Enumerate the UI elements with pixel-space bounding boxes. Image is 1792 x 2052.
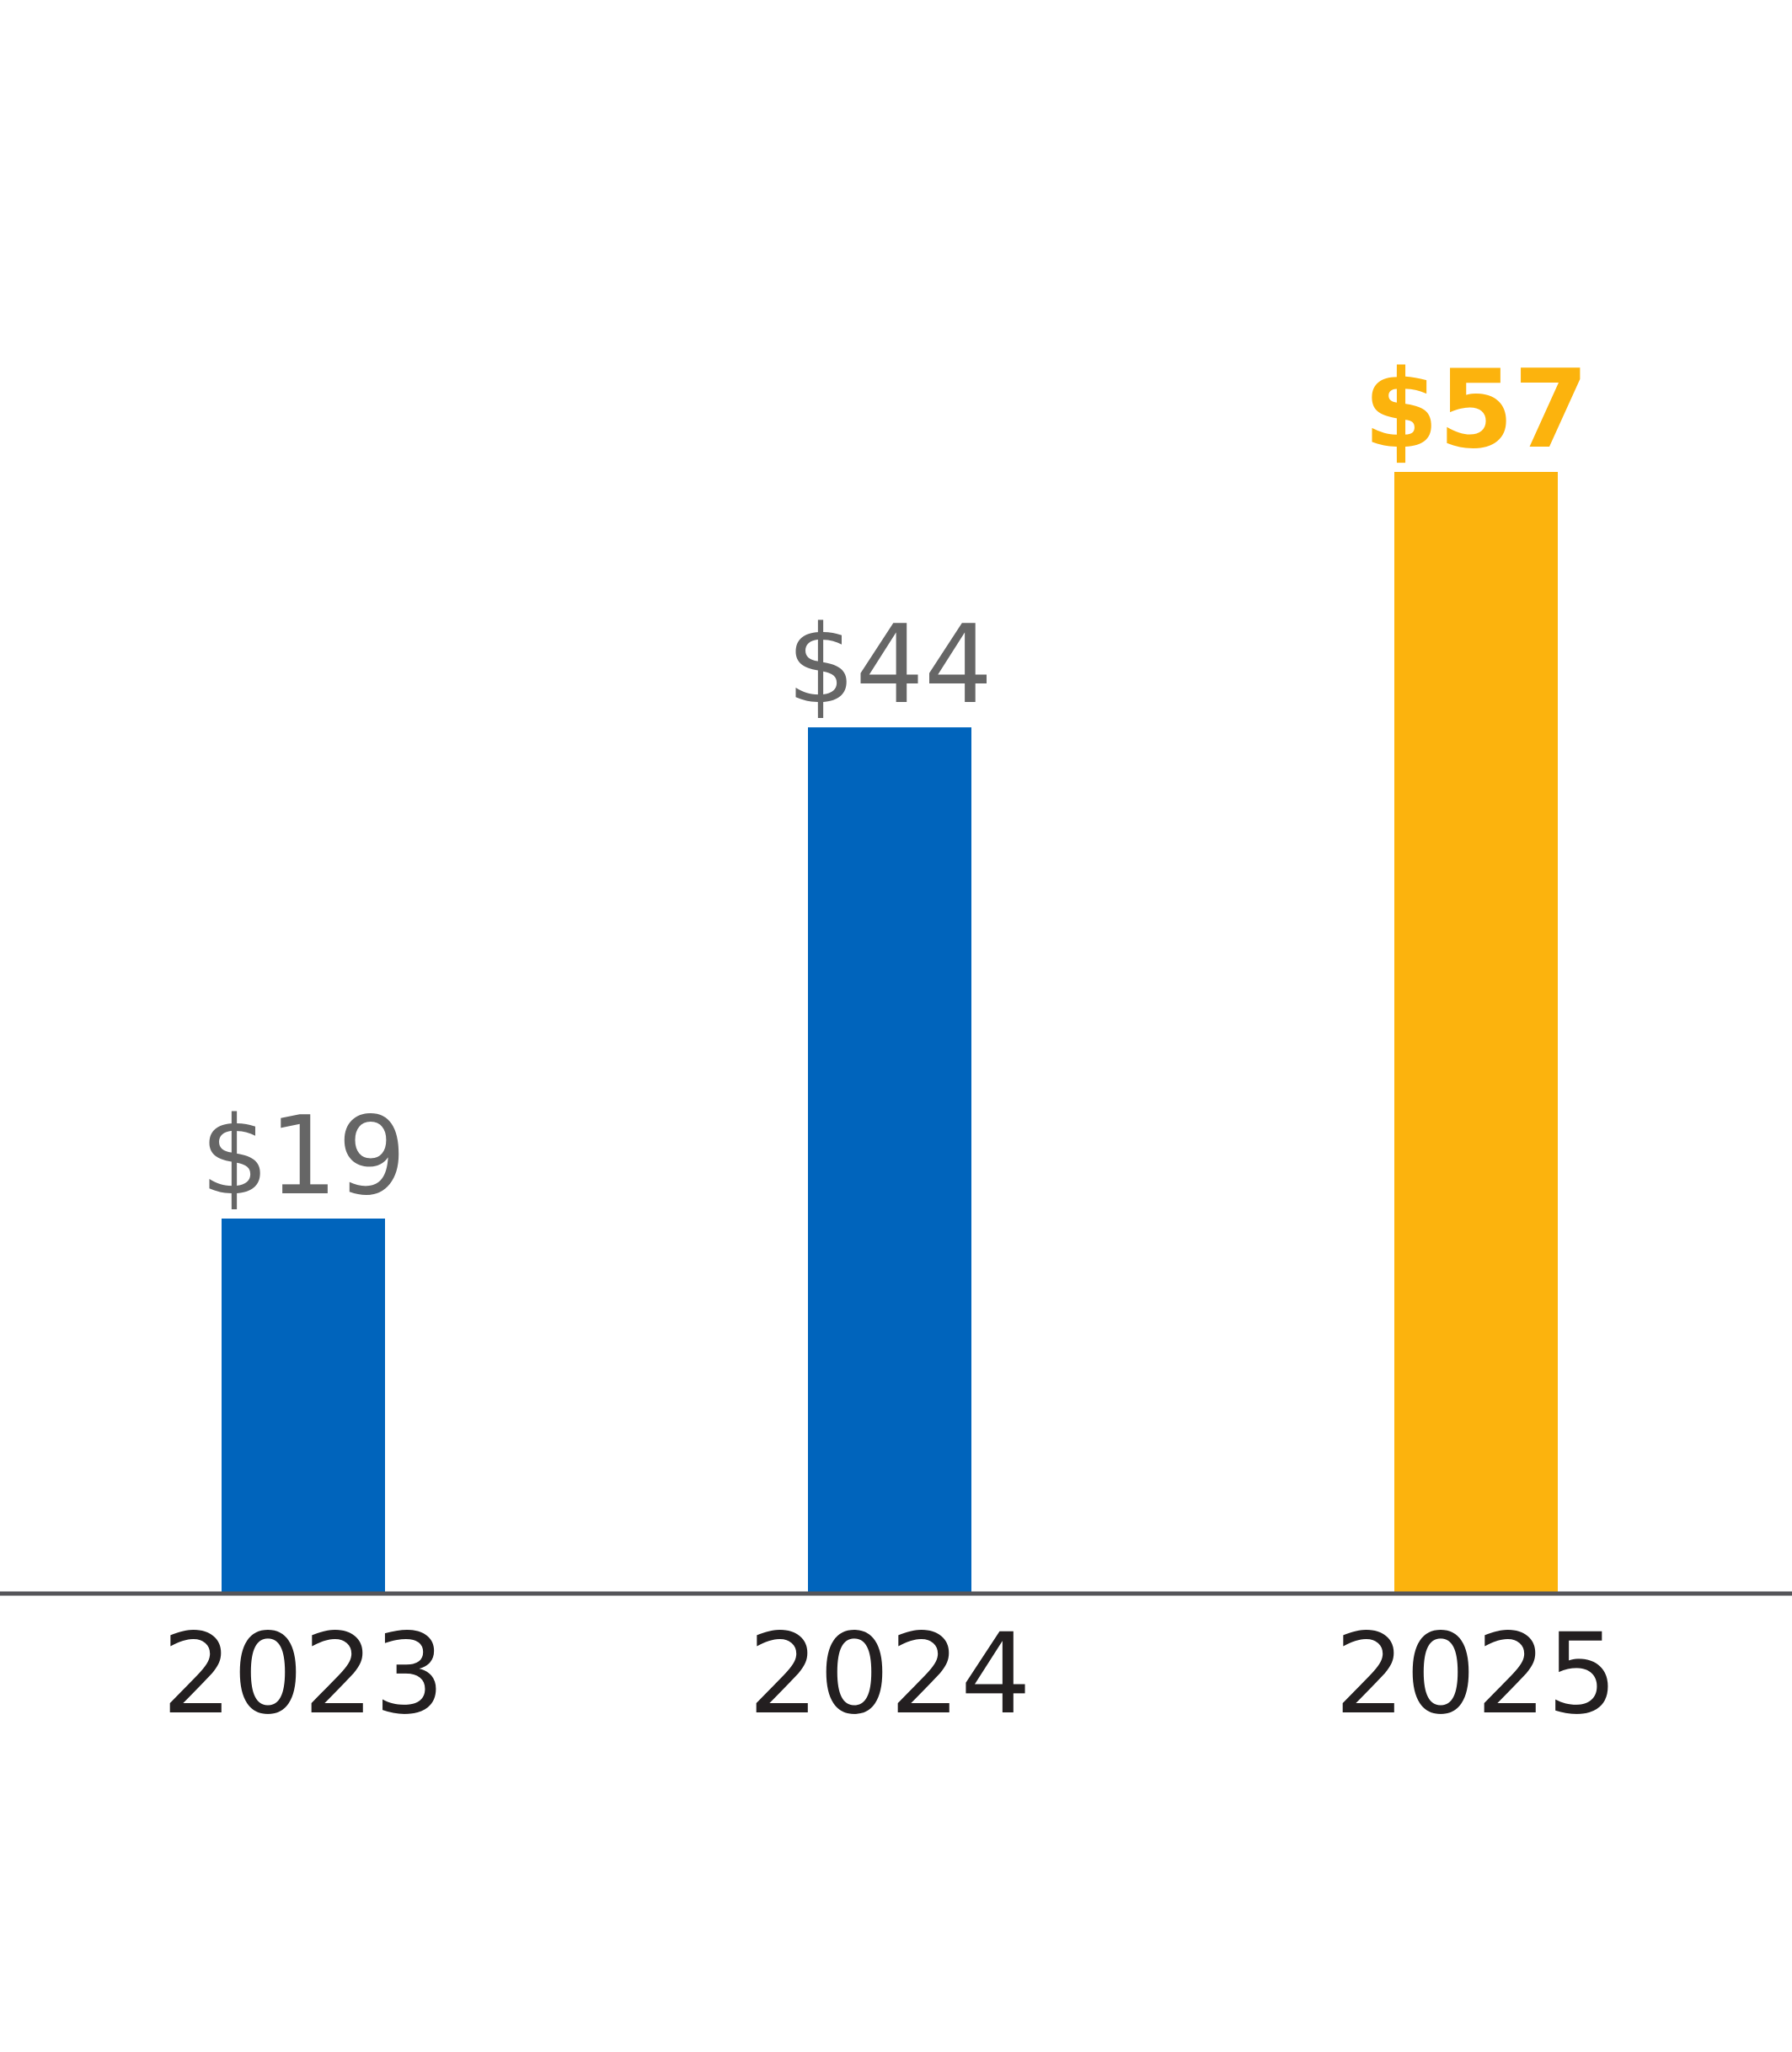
data-label-2023: $19 <box>201 1094 406 1219</box>
bar-2023 <box>222 1219 385 1592</box>
category-label-2023: 2023 <box>162 1610 445 1739</box>
data-label-2024: $44 <box>787 603 992 728</box>
bar-2025 <box>1394 472 1558 1592</box>
bar-2024 <box>808 727 971 1593</box>
category-labels-layer: 2023 2024 2025 <box>162 1610 1618 1739</box>
bars-layer <box>222 472 1558 1593</box>
category-label-2024: 2024 <box>748 1610 1031 1739</box>
category-label-2025: 2025 <box>1335 1610 1618 1739</box>
data-label-2025: $57 <box>1363 347 1588 473</box>
data-labels-layer: $19 $44 $57 <box>201 347 1589 1219</box>
